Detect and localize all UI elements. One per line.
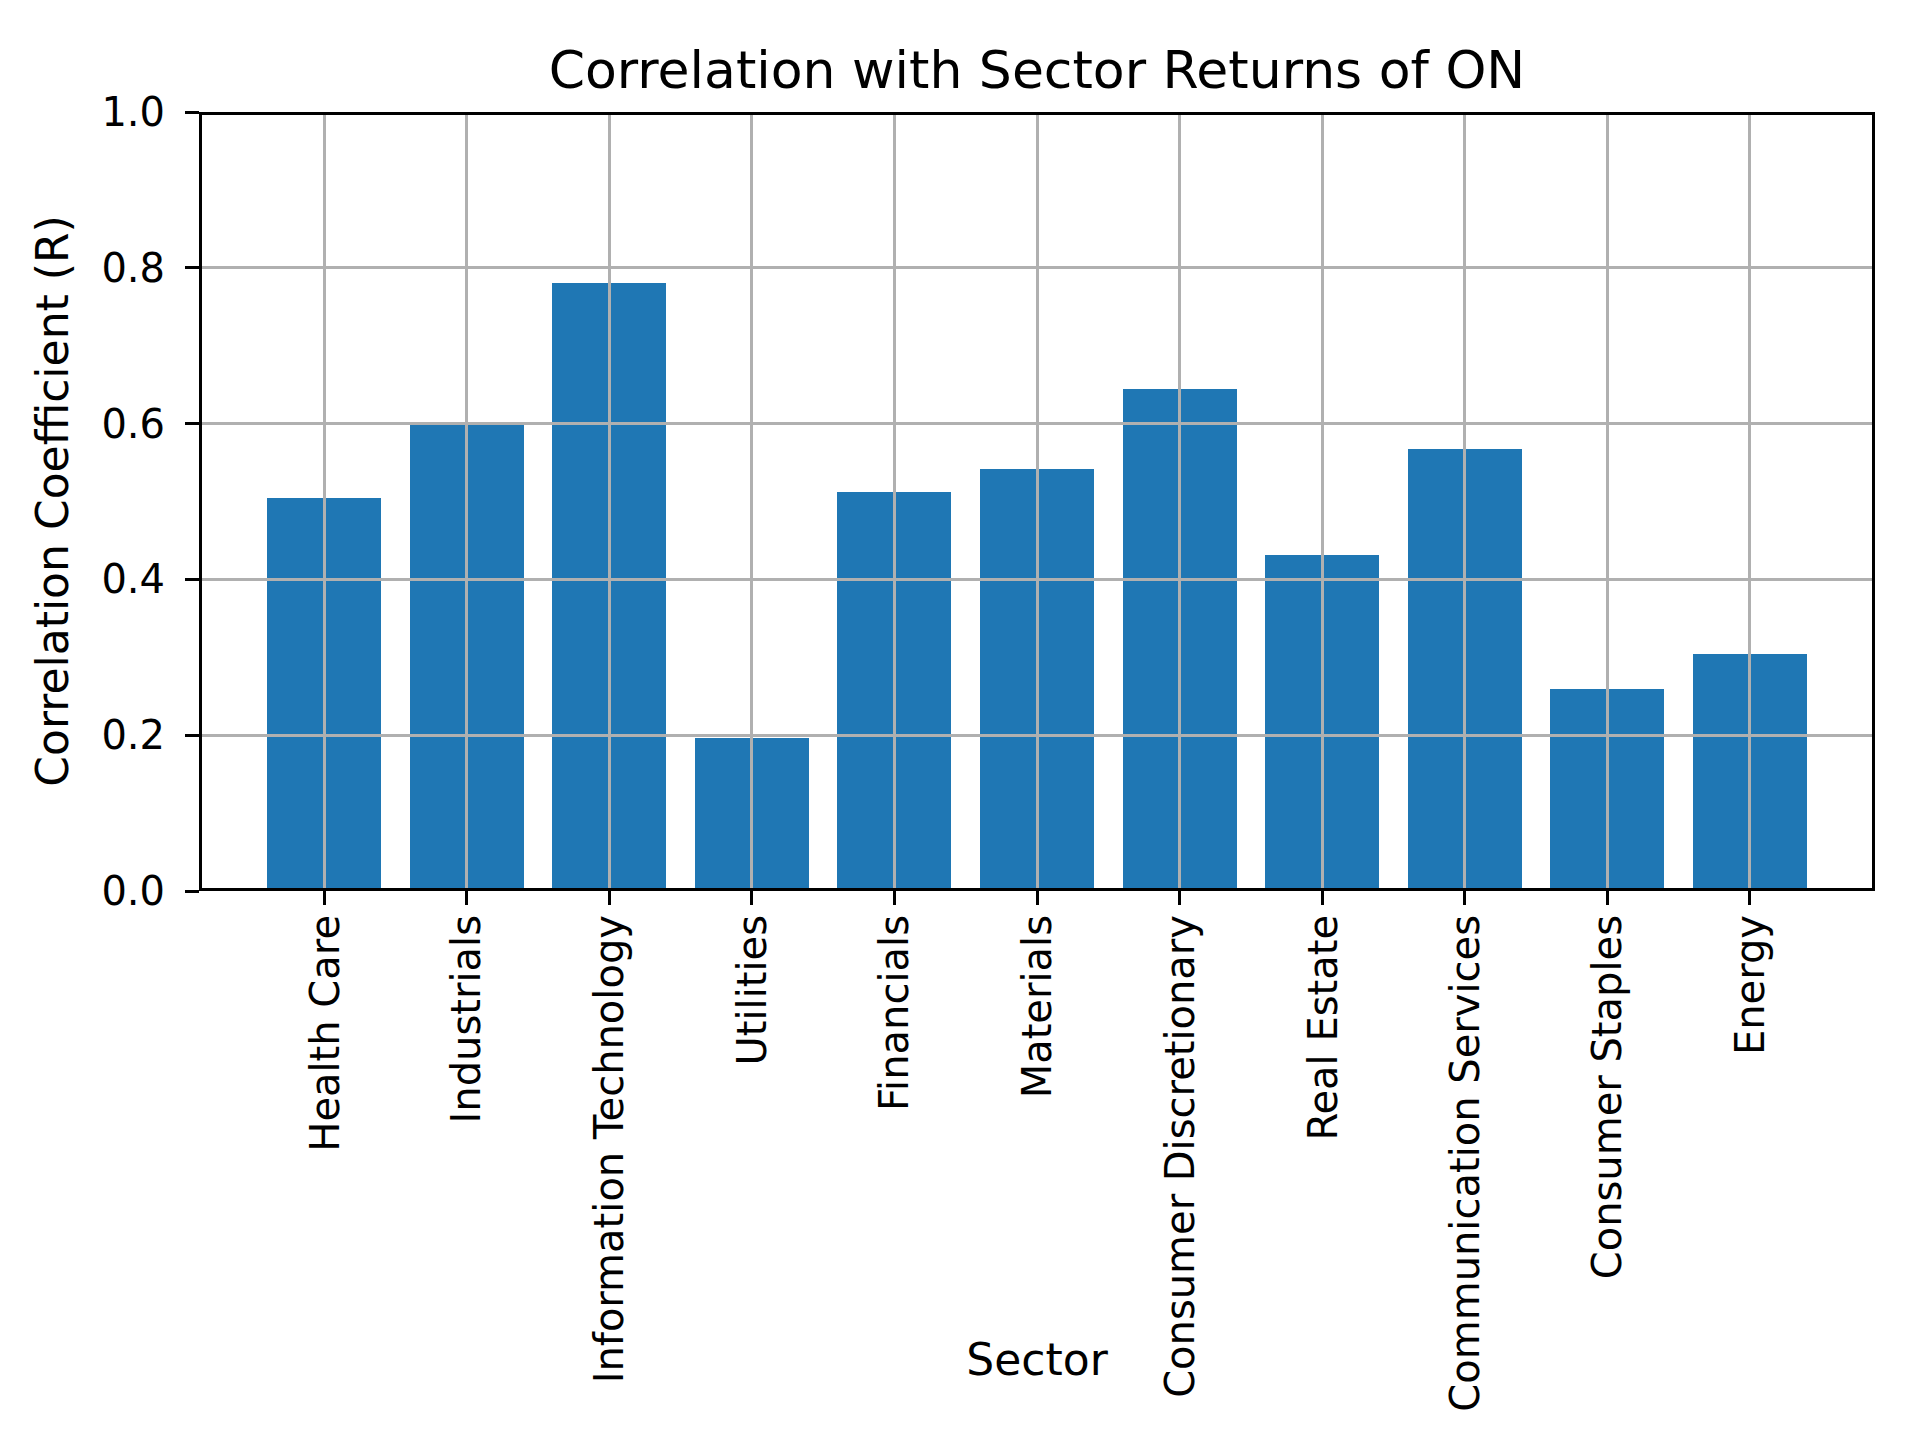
chart-title: Correlation with Sector Returns of ON [199, 42, 1875, 99]
x-tick-mark-real-estate [1321, 891, 1324, 905]
y-tick-label-0.2: 0.2 [35, 713, 165, 757]
x-tick-label-financials: Financials [872, 915, 916, 1111]
y-axis-label: Correlation Coefficient (R) [27, 215, 78, 786]
x-gridline-consumer-staples [1606, 112, 1609, 891]
left-spine [199, 112, 202, 891]
x-gridline-communication-services [1463, 112, 1466, 891]
y-tick-mark-0.2 [185, 734, 199, 737]
x-gridline-utilities [750, 112, 753, 891]
x-tick-mark-communication-services [1463, 891, 1466, 905]
x-gridline-financials [893, 112, 896, 891]
x-gridline-energy [1748, 112, 1751, 891]
x-tick-label-real-estate: Real Estate [1300, 915, 1344, 1141]
x-tick-mark-health-care [323, 891, 326, 905]
x-tick-mark-information-technology [608, 891, 611, 905]
y-tick-mark-0.6 [185, 422, 199, 425]
plot-area: 0.00.20.40.60.81.0Health CareIndustrials… [199, 112, 1875, 891]
x-axis-label: Sector [199, 1336, 1875, 1384]
y-tick-mark-0.8 [185, 266, 199, 269]
x-tick-mark-energy [1748, 891, 1751, 905]
x-gridline-information-technology [608, 112, 611, 891]
x-tick-mark-financials [893, 891, 896, 905]
x-gridline-materials [1036, 112, 1039, 891]
y-tick-label-0.0: 0.0 [35, 869, 165, 913]
y-tick-mark-0.4 [185, 578, 199, 581]
x-tick-label-industrials: Industrials [445, 915, 489, 1123]
x-tick-mark-consumer-discretionary [1178, 891, 1181, 905]
y-tick-label-0.8: 0.8 [35, 246, 165, 290]
x-gridline-consumer-discretionary [1178, 112, 1181, 891]
y-tick-label-0.6: 0.6 [35, 402, 165, 446]
x-tick-label-information-technology: Information Technology [587, 915, 631, 1383]
x-tick-label-materials: Materials [1015, 915, 1059, 1098]
x-tick-label-utilities: Utilities [730, 915, 774, 1066]
x-tick-mark-materials [1036, 891, 1039, 905]
top-spine [199, 112, 1875, 115]
right-spine [1872, 112, 1875, 891]
x-tick-label-consumer-staples: Consumer Staples [1585, 915, 1629, 1279]
x-gridline-health-care [323, 112, 326, 891]
x-gridline-real-estate [1321, 112, 1324, 891]
x-tick-label-consumer-discretionary: Consumer Discretionary [1158, 915, 1202, 1398]
x-gridline-industrials [465, 112, 468, 891]
x-tick-label-health-care: Health Care [302, 915, 346, 1152]
x-tick-label-energy: Energy [1728, 915, 1772, 1055]
x-tick-mark-industrials [465, 891, 468, 905]
x-tick-mark-consumer-staples [1606, 891, 1609, 905]
y-tick-label-1.0: 1.0 [35, 90, 165, 134]
figure: Correlation with Sector Returns of ON Co… [0, 0, 1920, 1440]
y-tick-label-0.4: 0.4 [35, 557, 165, 601]
y-tick-mark-0.0 [185, 890, 199, 893]
x-tick-mark-utilities [750, 891, 753, 905]
y-tick-mark-1.0 [185, 111, 199, 114]
